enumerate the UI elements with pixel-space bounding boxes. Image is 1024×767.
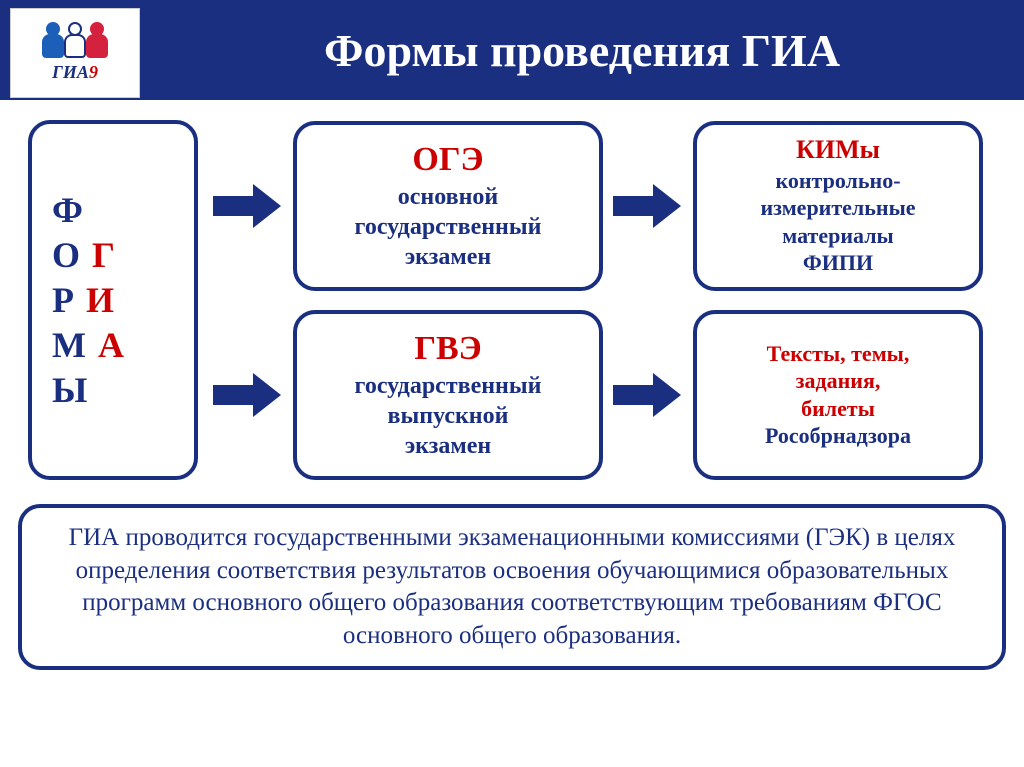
kim-line: материалы [782, 222, 893, 250]
arrow-icon [213, 373, 283, 417]
kim-box: КИМы контрольно- измерительные материалы… [693, 121, 983, 291]
oge-title: ОГЭ [412, 139, 483, 182]
oge-line: экзамен [405, 242, 491, 272]
arrow-icon [213, 184, 283, 228]
texts-line: Тексты, темы, [767, 340, 910, 368]
oge-line: основной [398, 182, 499, 212]
forms-box: Ф ОГ РИ МА Ы [28, 120, 198, 480]
logo-text: ГИА9 [52, 62, 98, 83]
texts-line: Рособрнадзора [765, 422, 911, 450]
texts-box: Тексты, темы, задания, билеты Рособрнадз… [693, 310, 983, 480]
kim-line: измерительные [760, 194, 915, 222]
arrow-icon [613, 373, 683, 417]
letter: И [86, 278, 114, 323]
kim-line: контрольно- [775, 167, 900, 195]
page-title: Формы проведения ГИА [140, 0, 1024, 100]
letter: Ф [52, 188, 83, 233]
arrow-icon [613, 184, 683, 228]
oge-box: ОГЭ основной государственный экзамен [293, 121, 603, 291]
gve-box: ГВЭ государственный выпускной экзамен [293, 310, 603, 480]
letter: Ы [52, 368, 87, 413]
oge-line: государственный [355, 212, 542, 242]
letter: М [52, 323, 86, 368]
kim-line: ФИПИ [803, 249, 873, 277]
diagram-grid: Ф ОГ РИ МА Ы ОГЭ основной государственны… [0, 100, 1024, 492]
letter: Р [52, 278, 74, 323]
gve-line: выпускной [388, 401, 509, 431]
kim-title: КИМы [796, 134, 880, 167]
logo-people-icon [42, 22, 108, 60]
texts-line: билеты [801, 395, 875, 423]
letter: Г [92, 233, 115, 278]
gve-line: государственный [355, 371, 542, 401]
letter: О [52, 233, 80, 278]
footer-text: ГИА проводится государственными экзамена… [69, 524, 956, 649]
texts-line: задания, [796, 367, 881, 395]
footer-text-box: ГИА проводится государственными экзамена… [18, 504, 1006, 670]
letter: А [98, 323, 124, 368]
gve-title: ГВЭ [414, 328, 481, 371]
logo: ГИА9 [10, 8, 140, 98]
gve-line: экзамен [405, 431, 491, 461]
header: ГИА9 Формы проведения ГИА [0, 0, 1024, 100]
